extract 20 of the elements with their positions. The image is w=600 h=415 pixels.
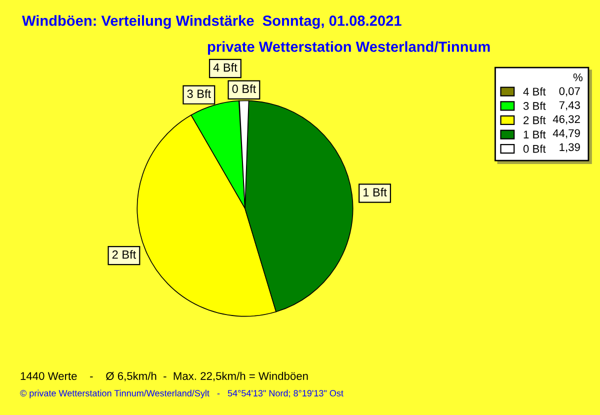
data-label: 46,32 [552, 115, 580, 124]
text: © private Wetterstation Tinnum/Westerland/Sylt - 54°54'13" Nord; 8°19'13" Ost [20, 390, 344, 398]
legend-label: 3 Bft [523, 102, 546, 110]
chart-subtitle: private Wetterstation Westerland/Tinnum [208, 41, 490, 55]
data-label: 7,43 [559, 101, 580, 110]
legend-label: 2 Bft [524, 116, 546, 124]
slice-label: 3 Bft [187, 89, 211, 98]
slice-label: 0 Bft [232, 84, 256, 94]
text: 1440 Werte - Ø 6,5km/h - Max. 22,5km/h = Windböen [20, 372, 308, 382]
legend-label: 0 Bft [523, 144, 546, 153]
legend-label: 1 Bft [524, 130, 546, 138]
slice-label: 2 Bft [112, 250, 136, 259]
data-label: 0,07 [559, 87, 580, 96]
slice-label: 4 Bft [213, 63, 238, 72]
legend-label: 4 Bft [523, 87, 546, 96]
chart-title: Windböen: Verteilung Windstärke Sonntag, 01.08.2021 [22, 15, 402, 29]
legend-title: % [573, 73, 582, 82]
slice-label: 1 Bft [364, 188, 387, 196]
data-label: 1,39 [560, 143, 580, 152]
data-label: 44,79 [552, 129, 580, 138]
